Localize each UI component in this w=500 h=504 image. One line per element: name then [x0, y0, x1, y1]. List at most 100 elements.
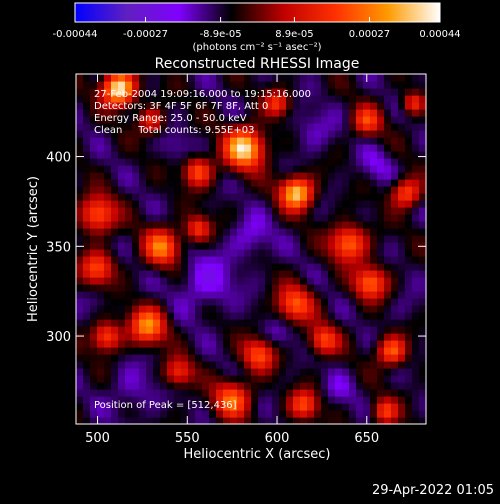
heatmap-cell — [111, 102, 119, 110]
heatmap-cell — [230, 410, 238, 418]
heatmap-cell — [391, 151, 399, 159]
heatmap-cell — [90, 144, 98, 152]
heatmap-cell — [139, 326, 147, 334]
heatmap-cell — [370, 417, 378, 425]
heatmap-cell — [363, 193, 371, 201]
heatmap-cell — [153, 242, 161, 250]
heatmap-cell — [391, 165, 399, 173]
heatmap-cell — [307, 179, 315, 187]
heatmap-cell — [202, 102, 210, 110]
heatmap-cell — [251, 186, 259, 194]
heatmap-cell — [321, 417, 329, 425]
heatmap-cell — [377, 333, 385, 341]
heatmap-cell — [202, 291, 210, 299]
heatmap-cell — [391, 277, 399, 285]
heatmap-cell — [202, 396, 210, 404]
heatmap-cell — [97, 186, 105, 194]
heatmap-cell — [314, 158, 322, 166]
heatmap-cell — [398, 284, 406, 292]
heatmap-cell — [370, 102, 378, 110]
heatmap-cell — [125, 200, 133, 208]
heatmap-cell — [300, 214, 308, 222]
heatmap-cell — [265, 361, 273, 369]
heatmap-cell — [188, 158, 196, 166]
heatmap-cell — [188, 256, 196, 264]
heatmap-cell — [153, 172, 161, 180]
heatmap-cell — [286, 158, 294, 166]
heatmap-cell — [125, 102, 133, 110]
heatmap-cell — [146, 347, 154, 355]
heatmap-cell — [167, 116, 175, 124]
heatmap-cell — [321, 228, 329, 236]
heatmap-cell — [419, 221, 427, 229]
heatmap-cell — [202, 193, 210, 201]
heatmap-cell — [188, 116, 196, 124]
heatmap-cell — [181, 361, 189, 369]
heatmap-cell — [181, 277, 189, 285]
heatmap-cell — [237, 109, 245, 117]
heatmap-cell — [363, 340, 371, 348]
heatmap-cell — [76, 172, 84, 180]
heatmap-cell — [146, 137, 154, 145]
heatmap-cell — [398, 242, 406, 250]
heatmap-cell — [125, 130, 133, 138]
heatmap-cell — [244, 368, 252, 376]
heatmap-cell — [216, 137, 224, 145]
heatmap-cell — [97, 277, 105, 285]
heatmap-cell — [335, 95, 343, 103]
heatmap-cell — [398, 389, 406, 397]
heatmap-cell — [384, 158, 392, 166]
heatmap-cell — [202, 172, 210, 180]
heatmap-cell — [237, 298, 245, 306]
heatmap-cell — [83, 382, 91, 390]
heatmap-cell — [167, 368, 175, 376]
heatmap-cell — [398, 312, 406, 320]
heatmap-cell — [83, 228, 91, 236]
heatmap-cell — [412, 298, 420, 306]
heatmap-cell — [153, 193, 161, 201]
heatmap-cell — [216, 88, 224, 96]
heatmap-cell — [104, 109, 112, 117]
heatmap-cell — [104, 256, 112, 264]
heatmap-cell — [272, 270, 280, 278]
heatmap-cell — [139, 95, 147, 103]
heatmap-cell — [209, 116, 217, 124]
heatmap-cell — [377, 312, 385, 320]
heatmap-cell — [111, 95, 119, 103]
heatmap-cell — [356, 270, 364, 278]
heatmap-cell — [139, 137, 147, 145]
heatmap-cell — [384, 277, 392, 285]
heatmap-cell — [307, 326, 315, 334]
heatmap-cell — [111, 116, 119, 124]
heatmap-cell — [244, 81, 252, 89]
heatmap-cell — [139, 305, 147, 313]
heatmap-cell — [419, 319, 427, 327]
heatmap-cell — [258, 249, 266, 257]
heatmap-cell — [272, 95, 280, 103]
heatmap-cell — [356, 298, 364, 306]
heatmap-cell — [167, 410, 175, 418]
heatmap-cell — [76, 123, 84, 131]
heatmap-cell — [83, 221, 91, 229]
heatmap-cell — [293, 130, 301, 138]
heatmap-cell — [76, 193, 84, 201]
heatmap-cell — [118, 319, 126, 327]
heatmap-cell — [272, 151, 280, 159]
heatmap-cell — [90, 256, 98, 264]
heatmap-cell — [209, 368, 217, 376]
heatmap-cell — [244, 263, 252, 271]
heatmap-cell — [125, 109, 133, 117]
heatmap-cell — [244, 410, 252, 418]
heatmap-cell — [349, 277, 357, 285]
heatmap-cell — [83, 277, 91, 285]
heatmap-cell — [230, 165, 238, 173]
heatmap-cell — [90, 417, 98, 425]
heatmap-cell — [349, 221, 357, 229]
heatmap-cell — [209, 172, 217, 180]
heatmap-cell — [398, 137, 406, 145]
y-tick-label: 400 — [46, 151, 71, 166]
heatmap-cell — [300, 396, 308, 404]
heatmap-cell — [146, 193, 154, 201]
heatmap-cell — [230, 151, 238, 159]
heatmap-cell — [139, 368, 147, 376]
